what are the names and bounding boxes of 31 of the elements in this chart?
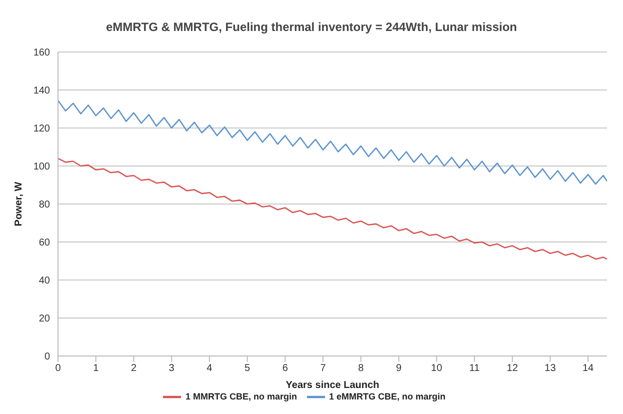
- x-tick-label: 14: [582, 363, 594, 374]
- x-tick-label: 10: [431, 363, 443, 374]
- y-tick-label: 140: [33, 86, 50, 97]
- x-tick-label: 8: [358, 363, 364, 374]
- x-tick-label: 1: [93, 363, 100, 374]
- line-series: [58, 158, 607, 260]
- x-tick-label: 2: [130, 363, 137, 374]
- x-tick-label: 9: [396, 363, 402, 374]
- x-tick-label: 5: [244, 363, 251, 374]
- x-tick-label: 13: [544, 363, 556, 374]
- line-series: [58, 100, 607, 185]
- x-tick-label: 12: [506, 363, 518, 374]
- x-tick-label: 3: [168, 363, 175, 374]
- y-tick-label: 160: [33, 48, 50, 59]
- y-axis-title: Power, W: [14, 181, 25, 226]
- y-tick-label: 60: [38, 238, 50, 249]
- x-tick-label: 6: [282, 363, 288, 374]
- y-tick-label: 40: [38, 276, 50, 287]
- chart-title: eMMRTG & MMRTG, Fueling thermal inventory = 244Wth, Lunar mission: [104, 19, 518, 36]
- x-axis-title: Years since Launch: [286, 380, 380, 391]
- legend-label: 1 MMRTG CBE, no margin: [185, 391, 297, 402]
- legend-label: 1 eMMRTG CBE, no margin: [329, 391, 446, 402]
- x-tick-label: 4: [206, 363, 213, 374]
- y-tick-label: 100: [33, 162, 50, 173]
- x-tick-label: 0: [55, 363, 62, 374]
- x-tick-label: 7: [320, 363, 326, 374]
- x-tick-label: 11: [469, 363, 480, 374]
- y-tick-label: 80: [38, 200, 50, 211]
- y-tick-label: 20: [38, 314, 50, 325]
- y-tick-label: 120: [33, 124, 50, 135]
- y-tick-label: 0: [44, 352, 50, 363]
